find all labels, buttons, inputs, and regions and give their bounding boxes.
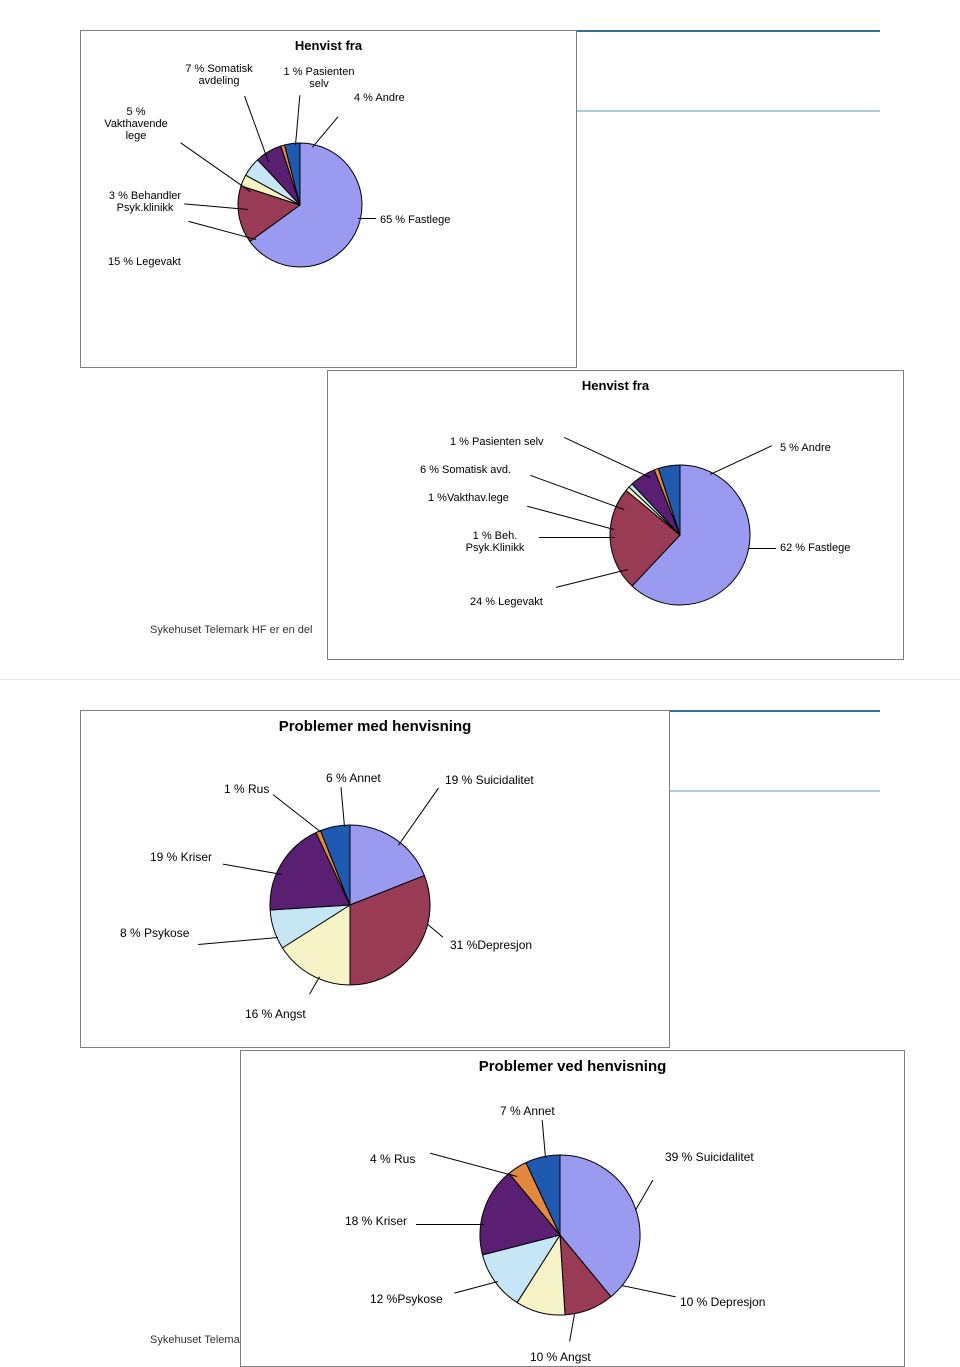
slice-label-annet: 6 % Annet: [326, 771, 381, 785]
page-upper: Henvist fra 65 % Fastlege 15 % Legevakt 3 %…: [0, 0, 960, 680]
slice-label-psykose: 8 % Psykose: [120, 926, 189, 940]
slice-label-depresjon: 10 % Depresjon: [680, 1295, 765, 1309]
leader-line: [416, 1224, 484, 1225]
slice-label-kriser: 18 % Kriser: [345, 1214, 407, 1228]
slice-label-behandler: 1 % Beh.Psyk.Klinikk: [455, 530, 535, 554]
pie-chart: [608, 463, 752, 607]
footer-text: Sykehuset Telemark HF er en del: [150, 624, 312, 636]
slice-label-somatisk: 6 % Somatisk avd.: [420, 464, 511, 476]
slice-label-behandler: 3 % BehandlerPsyk.klinikk: [100, 190, 190, 214]
slice-label-vakthavende: 1 %Vakthav.lege: [428, 492, 509, 504]
slice-label-suicidalitet: 39 % Suicidalitet: [665, 1150, 754, 1164]
slice-label-andre: 4 % Andre: [354, 92, 405, 104]
slice-label-andre: 5 % Andre: [780, 442, 831, 454]
slice-label-somatisk: 7 % Somatiskavdeling: [174, 63, 264, 87]
leader-line: [358, 218, 376, 219]
chart-title: Problemer med henvisning: [80, 718, 670, 735]
slice-label-kriser: 19 % Kriser: [150, 850, 212, 864]
slice-label-angst: 10 % Angst: [530, 1350, 591, 1364]
page-lower: Problemer med henvisning 19 % Suicidalite…: [0, 680, 960, 1367]
slice-label-annet: 7 % Annet: [500, 1104, 555, 1118]
slice-label-psykose: 12 %Psykose: [370, 1292, 443, 1306]
pie-chart: [478, 1153, 642, 1317]
leader-line: [539, 537, 615, 538]
slice-label-pasienten: 1 % Pasienten selv: [450, 436, 544, 448]
slice-label-suicidalitet: 19 % Suicidalitet: [445, 773, 534, 787]
slice-label-rus: 1 % Rus: [224, 782, 269, 796]
slice-label-legevakt: 24 % Legevakt: [470, 596, 543, 608]
slice-label-fastlege: 62 % Fastlege: [780, 542, 850, 554]
slice-label-vakthavende: 5 %Vakthavendelege: [94, 106, 178, 142]
chart-title: Henvist fra: [327, 378, 904, 393]
leader-line: [748, 548, 776, 549]
slice-label-legevakt: 15 % Legevakt: [108, 256, 181, 268]
pie-chart: [268, 823, 432, 987]
slice-label-fastlege: 65 % Fastlege: [380, 214, 450, 226]
slice-label-pasienten: 1 % Pasientenselv: [274, 66, 364, 90]
footer-text: Sykehuset Telema: [150, 1334, 240, 1346]
slice-label-depresjon: 31 %Depresjon: [450, 938, 532, 952]
chart-title: Henvist fra: [80, 38, 577, 53]
slice-label-angst: 16 % Angst: [245, 1007, 306, 1021]
chart-title: Problemer ved henvisning: [240, 1058, 905, 1075]
pie-chart: [236, 141, 364, 269]
slice-label-rus: 4 % Rus: [370, 1152, 415, 1166]
